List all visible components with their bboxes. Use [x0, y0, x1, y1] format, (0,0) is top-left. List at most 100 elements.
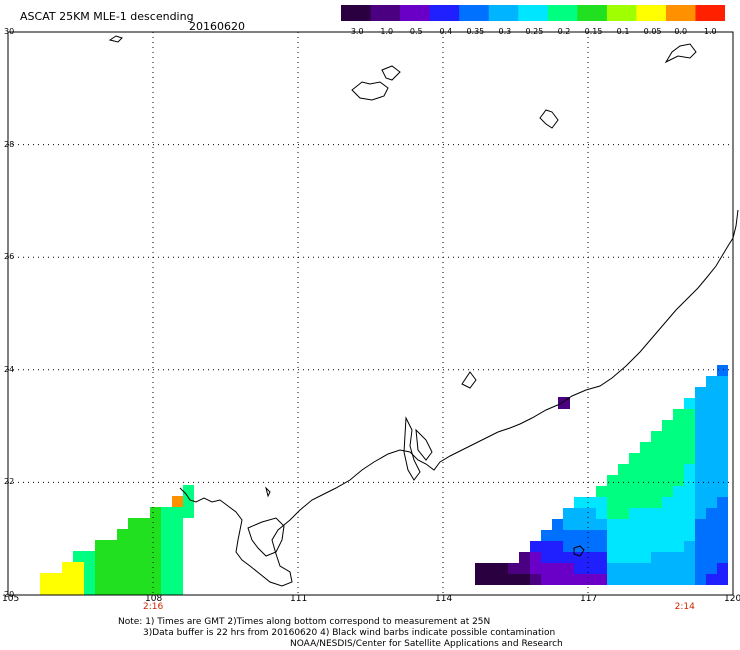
swath-cell: [618, 563, 629, 574]
swath-cell: [128, 584, 139, 595]
swath-cell: [662, 530, 673, 541]
swath-cell: [684, 409, 695, 420]
swath-cell: [706, 420, 717, 431]
swath-cell: [629, 552, 640, 563]
swath-cell: [552, 563, 563, 574]
swath-cell: [695, 431, 706, 442]
swath-cell: [673, 552, 684, 563]
swath-cell: [651, 475, 662, 486]
swath-cell: [695, 387, 706, 398]
swath-cell: [161, 507, 172, 518]
colorbar-swatch: [665, 5, 696, 21]
swath-cell: [475, 563, 486, 574]
swath-cell: [128, 562, 139, 573]
swath-cell: [552, 530, 563, 541]
swath-cell: [673, 442, 684, 453]
swath-cell: [161, 518, 172, 529]
swath-cell: [673, 574, 684, 585]
swath-cell: [673, 486, 684, 497]
swath-cell: [552, 574, 563, 585]
swath-cell: [541, 574, 552, 585]
swath-cell: [717, 376, 728, 387]
swath-cell: [117, 551, 128, 562]
swath-cell: [695, 486, 706, 497]
swath-cell: [596, 541, 607, 552]
swath-cell: [563, 530, 574, 541]
swath-cell: [673, 409, 684, 420]
colorbar-swatch: [547, 5, 578, 21]
swath-cell: [717, 497, 728, 508]
swath-cell: [629, 530, 640, 541]
swath-cell: [706, 431, 717, 442]
swath-cell: [695, 464, 706, 475]
swath-cell: [629, 497, 640, 508]
swath-cell: [684, 574, 695, 585]
swath-cell: [640, 442, 651, 453]
swath-cell: [706, 497, 717, 508]
swath-cell: [128, 573, 139, 584]
swath-cell: [717, 508, 728, 519]
swath-cell: [519, 563, 530, 574]
swath-cell: [541, 530, 552, 541]
swath-cell: [640, 475, 651, 486]
swath-cell: [530, 574, 541, 585]
swath-cell: [673, 530, 684, 541]
swath-cell: [596, 552, 607, 563]
swath-cell: [172, 562, 183, 573]
swath-cell: [717, 442, 728, 453]
swath-cell: [618, 541, 629, 552]
swath-cell: [497, 574, 508, 585]
swath-cell: [695, 420, 706, 431]
swath-cell: [695, 519, 706, 530]
swath-cell: [139, 529, 150, 540]
swath-cell: [84, 573, 95, 584]
longitude-tick-label: 117: [580, 594, 598, 604]
swath-cell: [717, 530, 728, 541]
swath-cell: [684, 442, 695, 453]
coastline: [108, 35, 739, 587]
swath-cell: [150, 584, 161, 595]
swath-cell: [585, 519, 596, 530]
swath-cell: [574, 519, 585, 530]
swath-cell: [629, 574, 640, 585]
swath-cell: [695, 574, 706, 585]
swath-cell: [607, 541, 618, 552]
swath-cell: [640, 530, 651, 541]
swath-cell: [662, 464, 673, 475]
swath-cell: [695, 563, 706, 574]
swath-cell: [662, 519, 673, 530]
swath-cell: [706, 563, 717, 574]
swath-cell: [585, 574, 596, 585]
swath-cell: [684, 464, 695, 475]
map-frame: [7, 31, 734, 596]
swath-cell: [106, 562, 117, 573]
swath-cell: [95, 551, 106, 562]
swath-cell: [684, 398, 695, 409]
swath-cell: [651, 530, 662, 541]
swath-cell: [73, 573, 84, 584]
swath-cell: [673, 541, 684, 552]
swath-cell: [607, 519, 618, 530]
swath-cell: [552, 541, 563, 552]
swath-cell: [128, 540, 139, 551]
latitude-tick-label: 26: [4, 252, 15, 262]
swath-cell: [629, 453, 640, 464]
swath-cell: [596, 574, 607, 585]
swath-cell: [150, 562, 161, 573]
swath-cell: [618, 464, 629, 475]
swath-cell: [695, 552, 706, 563]
swath-cell: [706, 519, 717, 530]
swath-cell: [618, 508, 629, 519]
swath-cell: [106, 584, 117, 595]
swath-cell: [106, 551, 117, 562]
swath-cell: [717, 519, 728, 530]
swath-cell: [651, 464, 662, 475]
swath-cell: [172, 540, 183, 551]
latitude-tick-label: 28: [4, 139, 15, 149]
swath-cell: [684, 497, 695, 508]
swath-cell: [563, 541, 574, 552]
swath-cell: [607, 497, 618, 508]
swath-cell: [150, 529, 161, 540]
swath-cell: [618, 519, 629, 530]
swath-cell: [117, 562, 128, 573]
